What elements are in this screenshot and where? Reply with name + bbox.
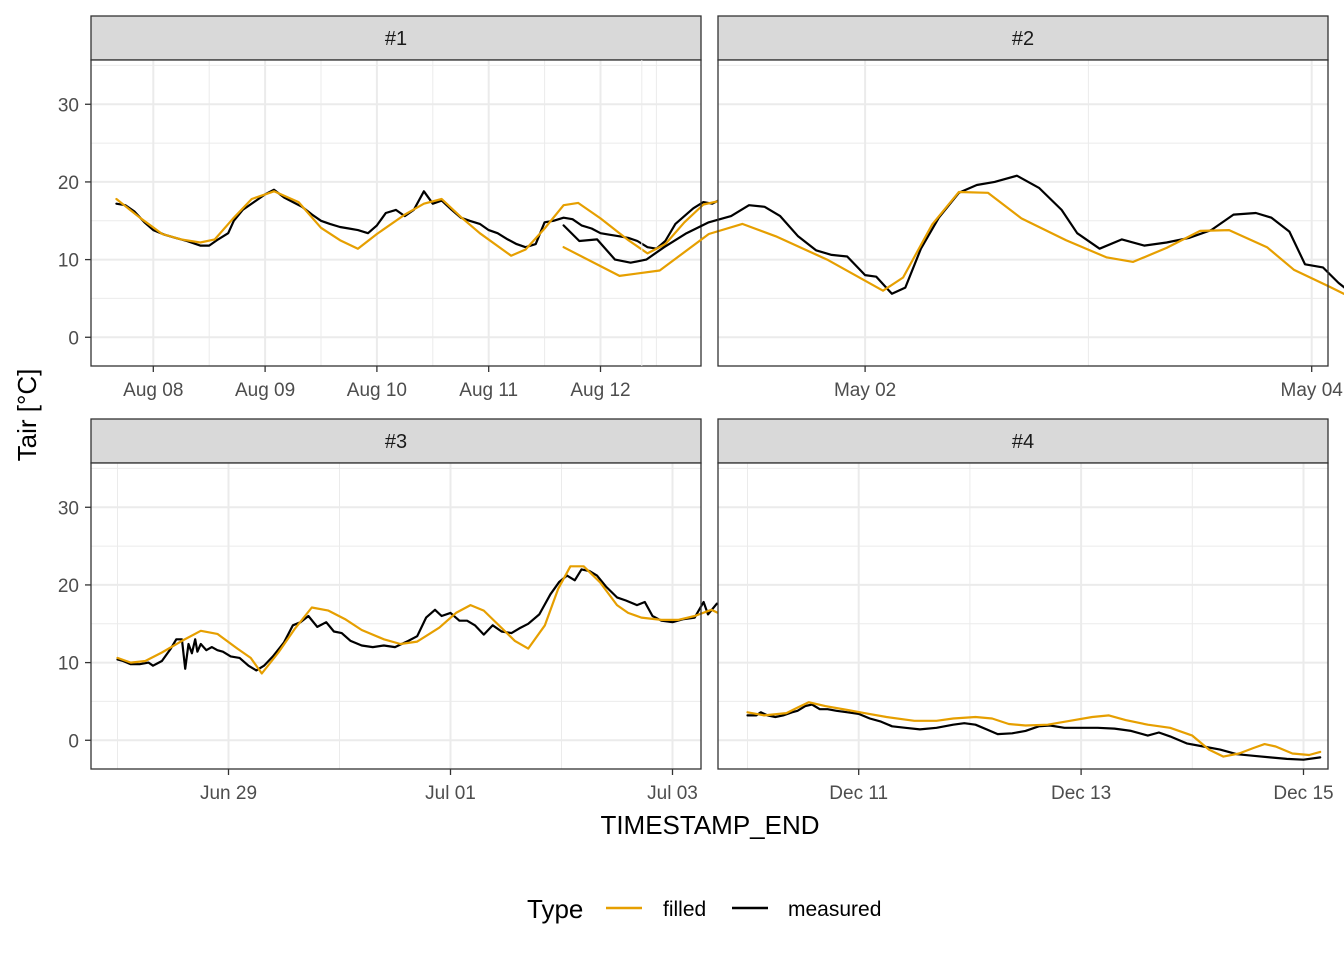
facet-title: #3 [385, 431, 407, 453]
y-tick-label: 30 [58, 498, 79, 519]
panel-border [90, 59, 702, 367]
series-line-measured [746, 703, 1322, 761]
series-line-filled [116, 565, 752, 675]
x-tick-label: Aug 12 [570, 380, 630, 401]
series-line-measured [562, 174, 1344, 295]
panel-background [718, 60, 1328, 366]
facet-strip [90, 418, 702, 464]
x-tick-label: Aug 10 [347, 380, 407, 401]
panel-4: #4 Dec 11 Dec 13 Dec 15 [717, 418, 1334, 804]
facet-strip [717, 418, 1329, 464]
series-line-measured [116, 568, 752, 672]
facet-title: #2 [1012, 28, 1034, 50]
x-tick-label: Aug 09 [235, 380, 295, 401]
y-tick-label: 30 [58, 95, 79, 116]
legend-label-filled: filled [663, 898, 706, 921]
y-axis-title: Tair [°C] [12, 369, 42, 462]
x-tick-label: Jul 03 [647, 783, 698, 804]
facet-strip [717, 15, 1329, 61]
panel-background [718, 463, 1328, 769]
y-tick-label: 10 [58, 654, 79, 675]
x-tick-label: Jun 29 [200, 783, 257, 804]
facet-title: #4 [1012, 431, 1034, 453]
y-tick-label: 0 [68, 731, 79, 752]
panel-border [717, 462, 1329, 770]
series-line-filled [562, 190, 1344, 296]
panel-border [717, 59, 1329, 367]
x-tick-label: Jul 01 [425, 783, 476, 804]
panel-1: #1 0 10 20 30 Aug 08 Aug 09 Aug 10 Aug 11 Aug 12 [58, 15, 890, 401]
facet-title: #1 [385, 28, 407, 50]
panel-3: #3 0 10 20 30 Jun 29 Jul 01 Jul 03 [58, 418, 752, 804]
y-tick-label: 10 [58, 251, 79, 272]
x-tick-label: May 04 [1281, 380, 1344, 401]
x-tick-label: Dec 15 [1273, 783, 1333, 804]
y-tick-label: 20 [58, 576, 79, 597]
panel-background [91, 60, 701, 366]
x-tick-label: Aug 11 [459, 380, 518, 401]
x-axis-title: TIMESTAMP_END [600, 810, 819, 840]
y-tick-label: 0 [68, 328, 79, 349]
legend-label-measured: measured [788, 898, 881, 921]
legend: Type filled measured [527, 894, 881, 924]
x-tick-label: Dec 13 [1051, 783, 1111, 804]
series-line-filled [746, 701, 1322, 758]
y-tick-label: 20 [58, 173, 79, 194]
panel-border [90, 462, 702, 770]
x-tick-label: May 02 [834, 380, 896, 401]
legend-title: Type [527, 894, 583, 924]
facet-strip [90, 15, 702, 61]
x-tick-label: Aug 08 [123, 380, 183, 401]
panel-background [91, 463, 701, 769]
x-tick-label: Dec 11 [829, 783, 888, 804]
